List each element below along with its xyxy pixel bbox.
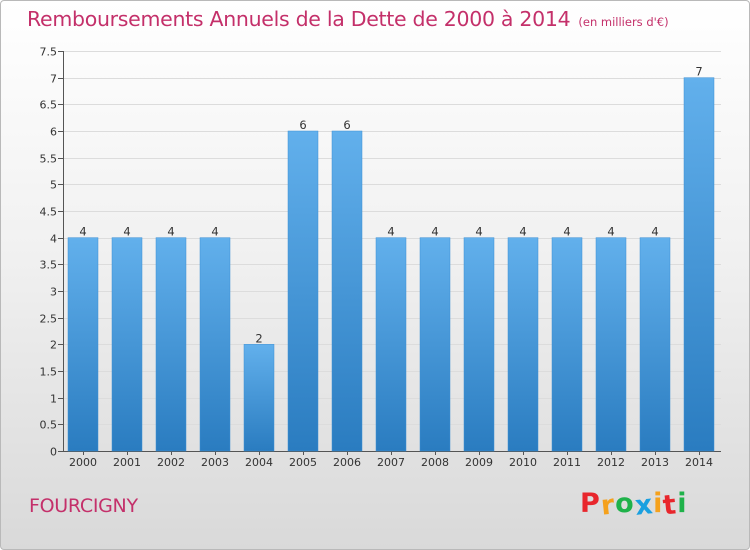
bar [331, 130, 363, 452]
data-label: 7 [695, 65, 702, 79]
city-name: FOURCIGNY [29, 495, 138, 517]
data-label: 4 [519, 225, 526, 239]
y-tick-label: 5 [50, 179, 57, 192]
x-tick-label: 2013 [641, 456, 669, 469]
data-label: 4 [607, 225, 614, 239]
logo-letter: r [599, 489, 617, 522]
chart-title: Remboursements Annuels de la Dette de 20… [27, 7, 669, 31]
bar [507, 237, 539, 452]
y-tick-label: 6 [50, 126, 57, 139]
bar [375, 237, 407, 452]
bar [111, 237, 143, 452]
logo-letter: o [615, 488, 635, 519]
x-tick-label: 2012 [597, 456, 625, 469]
data-label: 6 [343, 118, 350, 132]
y-tick-label: 3.5 [40, 259, 58, 272]
data-label: 4 [475, 225, 482, 239]
y-tick-label: 1.5 [40, 366, 58, 379]
bar [639, 237, 671, 452]
logo-letter: i [677, 488, 688, 519]
chart-title-text: Remboursements Annuels de la Dette de 20… [27, 7, 571, 31]
x-tick-label: 2003 [201, 456, 229, 469]
data-label: 4 [651, 225, 658, 239]
data-label: 4 [563, 225, 570, 239]
bar [67, 237, 99, 452]
data-label: 2 [255, 331, 262, 345]
axes [58, 51, 721, 455]
data-label: 4 [167, 225, 174, 239]
data-labels: 4 4 4 4 2 6 6 4 4 4 4 4 4 4 7 [79, 65, 702, 346]
y-tick-label: 2.5 [40, 313, 58, 326]
y-tick-label: 2 [50, 339, 57, 352]
data-label: 4 [123, 225, 130, 239]
data-label: 4 [387, 225, 394, 239]
bar [287, 130, 319, 452]
y-tick-label: 0 [50, 446, 57, 459]
x-tick-label: 2001 [113, 456, 141, 469]
logo-letter: i [653, 488, 664, 519]
y-tick-labels: 0 0.5 1 1.5 2 2.5 3 3.5 4 4.5 5 5.5 6 6.5 7 7.5 [40, 46, 58, 459]
x-tick-label: 2000 [69, 456, 97, 469]
y-tick-label: 0.5 [40, 419, 58, 432]
x-tick-label: 2005 [289, 456, 317, 469]
y-tick-label: 7 [50, 73, 57, 86]
logo-letter: P [580, 488, 601, 519]
bar [243, 344, 275, 452]
x-tick-label: 2002 [157, 456, 185, 469]
bar [463, 237, 495, 452]
chart-unit-text: (en milliers d'€) [578, 15, 669, 29]
bar [155, 237, 187, 452]
bar [595, 237, 627, 452]
bar [419, 237, 451, 452]
x-tick-label: 2007 [377, 456, 405, 469]
data-label: 4 [431, 225, 438, 239]
bar [551, 237, 583, 452]
x-tick-label: 2011 [553, 456, 581, 469]
y-tick-label: 6.5 [40, 99, 58, 112]
logo-letter: x [633, 489, 655, 522]
x-tick-label: 2009 [465, 456, 493, 469]
y-tick-label: 5.5 [40, 153, 58, 166]
data-label: 4 [211, 225, 218, 239]
x-tick-label: 2014 [685, 456, 713, 469]
bar [683, 77, 715, 452]
x-tick-label: 2004 [245, 456, 273, 469]
y-tick-label: 1 [50, 393, 57, 406]
x-tick-label: 2008 [421, 456, 449, 469]
x-tick-label: 2010 [509, 456, 537, 469]
data-label: 6 [299, 118, 306, 132]
bar [199, 237, 231, 452]
x-tick-labels: 2000 2001 2002 2003 2004 2005 2006 2007 2008 2009… [69, 456, 713, 469]
y-tick-label: 4 [50, 233, 57, 246]
data-label: 4 [79, 225, 86, 239]
proxiti-logo: Proxiti [580, 488, 688, 522]
bars [67, 77, 715, 452]
y-tick-label: 4.5 [40, 206, 58, 219]
y-tick-label: 3 [50, 286, 57, 299]
x-tick-label: 2006 [333, 456, 361, 469]
y-tick-label: 7.5 [40, 46, 58, 59]
